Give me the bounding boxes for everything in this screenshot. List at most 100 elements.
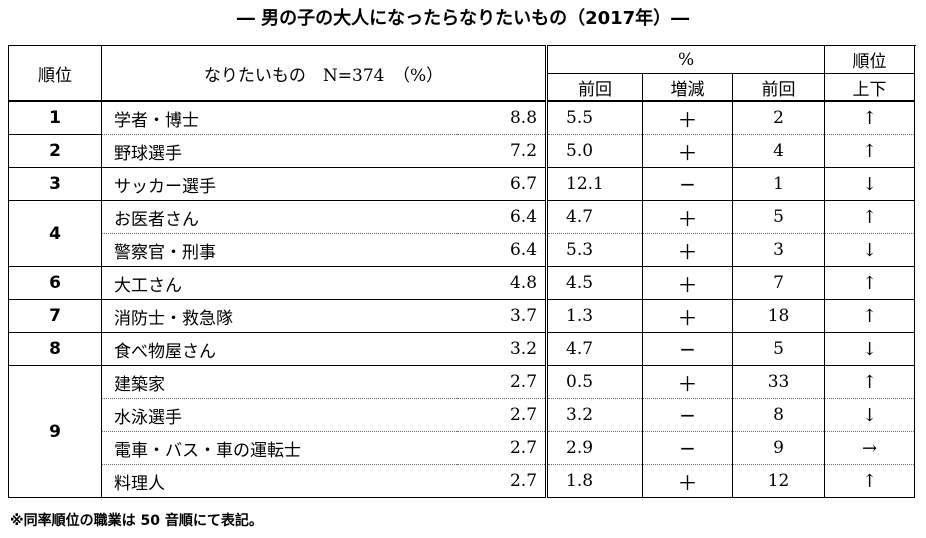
change-cell: ＋ <box>642 134 733 168</box>
header-job: なりたいもの N=374 （%） <box>100 45 548 102</box>
job-cell: 建築家 <box>101 365 457 399</box>
table-row: 水泳選手 2.7 3.2 − 8 ↓ <box>9 398 916 432</box>
header-rank: 順位 <box>8 45 102 102</box>
change-cell: ＋ <box>642 233 733 267</box>
header-prev-rank: 前回 <box>732 73 826 102</box>
ranking-table: 順位 なりたいもの N=374 （%） % 順位 前回 増減 前回 上下 1 学… <box>8 45 916 498</box>
table-row: 電車・バス・車の運転士 2.7 2.9 − 9 → <box>9 431 916 465</box>
header-pct-group: % <box>545 45 826 74</box>
prev-pct-cell: 5.3 <box>545 233 643 267</box>
prev-rank-cell: 7 <box>732 266 825 300</box>
trend-arrow-icon: → <box>824 431 916 465</box>
rank-cell: 8 <box>8 332 102 366</box>
prev-rank-cell: 9 <box>732 431 825 465</box>
prev-pct-cell: 3.2 <box>545 398 643 432</box>
change-cell: ＋ <box>642 200 733 234</box>
job-cell: 大工さん <box>101 266 457 300</box>
prev-rank-cell: 2 <box>732 100 825 135</box>
prev-pct-cell: 1.3 <box>545 299 643 333</box>
prev-rank-cell: 3 <box>732 233 825 267</box>
prev-rank-cell: 8 <box>732 398 825 432</box>
prev-rank-cell: 4 <box>732 134 825 168</box>
prev-rank-cell: 18 <box>732 299 825 333</box>
table-row: 3 サッカー選手 6.7 12.1 − 1 ↓ <box>8 167 916 201</box>
table-title: ― 男の子の大人になったらなりたいもの（2017年）― <box>236 8 690 29</box>
change-cell: − <box>642 398 733 432</box>
change-cell: ＋ <box>642 464 733 498</box>
table-row: 料理人 2.7 1.8 ＋ 12 ↑ <box>9 464 916 498</box>
rank-cell: 7 <box>8 299 102 333</box>
prev-rank-cell: 1 <box>732 167 825 201</box>
header-prev: 前回 <box>545 73 644 102</box>
job-cell: 学者・博士 <box>101 100 457 135</box>
job-cell: 料理人 <box>101 464 457 498</box>
rank-cell: 3 <box>8 167 102 201</box>
job-cell: お医者さん <box>101 200 457 234</box>
prev-pct-cell: 4.7 <box>545 200 643 234</box>
rank-cell: 6 <box>8 266 102 300</box>
trend-arrow-icon: ↑ <box>824 365 916 399</box>
change-cell: − <box>642 332 733 366</box>
table-row: 1 学者・博士 8.8 5.5 ＋ 2 ↑ <box>8 100 916 135</box>
prev-rank-cell: 5 <box>732 200 825 234</box>
prev-pct-cell: 2.9 <box>545 431 643 465</box>
header-change: 増減 <box>642 73 734 102</box>
pct-cell: 6.4 <box>456 200 547 234</box>
footnote: ※同率順位の職業は 50 音順にて表記。 <box>10 513 263 529</box>
trend-arrow-icon: ↑ <box>824 100 916 135</box>
table-row: 9 建築家 2.7 0.5 ＋ 33 ↑ <box>8 365 916 498</box>
pct-cell: 3.7 <box>456 299 547 333</box>
pct-cell: 3.2 <box>456 332 547 366</box>
rank-cell: 9 <box>8 365 102 498</box>
trend-arrow-icon: ↑ <box>824 200 916 234</box>
table-row: 8 食べ物屋さん 3.2 4.7 − 5 ↓ <box>8 332 916 366</box>
job-cell: サッカー選手 <box>101 167 457 201</box>
pct-cell: 2.7 <box>456 398 547 432</box>
trend-arrow-icon: ↑ <box>824 266 916 300</box>
trend-arrow-icon: ↑ <box>824 464 916 498</box>
header-rank-group: 順位 <box>824 45 916 74</box>
prev-pct-cell: 4.5 <box>545 266 643 300</box>
prev-rank-cell: 12 <box>732 464 825 498</box>
change-cell: − <box>642 431 733 465</box>
pct-cell: 7.2 <box>456 134 547 168</box>
trend-arrow-icon: ↑ <box>824 134 916 168</box>
job-cell: 食べ物屋さん <box>101 332 457 366</box>
trend-arrow-icon: ↓ <box>824 332 916 366</box>
pct-cell: 6.7 <box>456 167 547 201</box>
prev-pct-cell: 5.5 <box>545 100 643 135</box>
change-cell: ＋ <box>642 100 733 135</box>
pct-cell: 8.8 <box>456 100 547 135</box>
pct-cell: 2.7 <box>456 431 547 465</box>
rank-cell: 1 <box>8 100 102 135</box>
table-row: 警察官・刑事 6.4 5.3 ＋ 3 ↓ <box>9 233 916 267</box>
job-cell: 消防士・救急隊 <box>101 299 457 333</box>
prev-pct-cell: 12.1 <box>545 167 643 201</box>
trend-arrow-icon: ↓ <box>824 398 916 432</box>
change-cell: ＋ <box>642 365 733 399</box>
prev-pct-cell: 0.5 <box>545 365 643 399</box>
prev-rank-cell: 33 <box>732 365 825 399</box>
trend-arrow-icon: ↓ <box>824 233 916 267</box>
table-row: 4 お医者さん 6.4 4.7 ＋ 5 ↑ <box>8 200 916 267</box>
job-cell: 野球選手 <box>101 134 457 168</box>
table-row: 7 消防士・救急隊 3.7 1.3 ＋ 18 ↑ <box>8 299 916 333</box>
job-cell: 水泳選手 <box>101 398 457 432</box>
rank-cell: 4 <box>8 200 102 267</box>
pct-cell: 2.7 <box>456 464 547 498</box>
prev-pct-cell: 1.8 <box>545 464 643 498</box>
rank-cell: 2 <box>8 134 102 168</box>
pct-cell: 6.4 <box>456 233 547 267</box>
header-updown: 上下 <box>824 73 916 102</box>
prev-pct-cell: 5.0 <box>545 134 643 168</box>
trend-arrow-icon: ↓ <box>824 167 916 201</box>
pct-cell: 4.8 <box>456 266 547 300</box>
change-cell: ＋ <box>642 299 733 333</box>
trend-arrow-icon: ↑ <box>824 299 916 333</box>
table-row: 2 野球選手 7.2 5.0 ＋ 4 ↑ <box>8 134 916 168</box>
change-cell: − <box>642 167 733 201</box>
pct-cell: 2.7 <box>456 365 547 399</box>
prev-pct-cell: 4.7 <box>545 332 643 366</box>
table-row: 6 大工さん 4.8 4.5 ＋ 7 ↑ <box>8 266 916 300</box>
change-cell: ＋ <box>642 266 733 300</box>
